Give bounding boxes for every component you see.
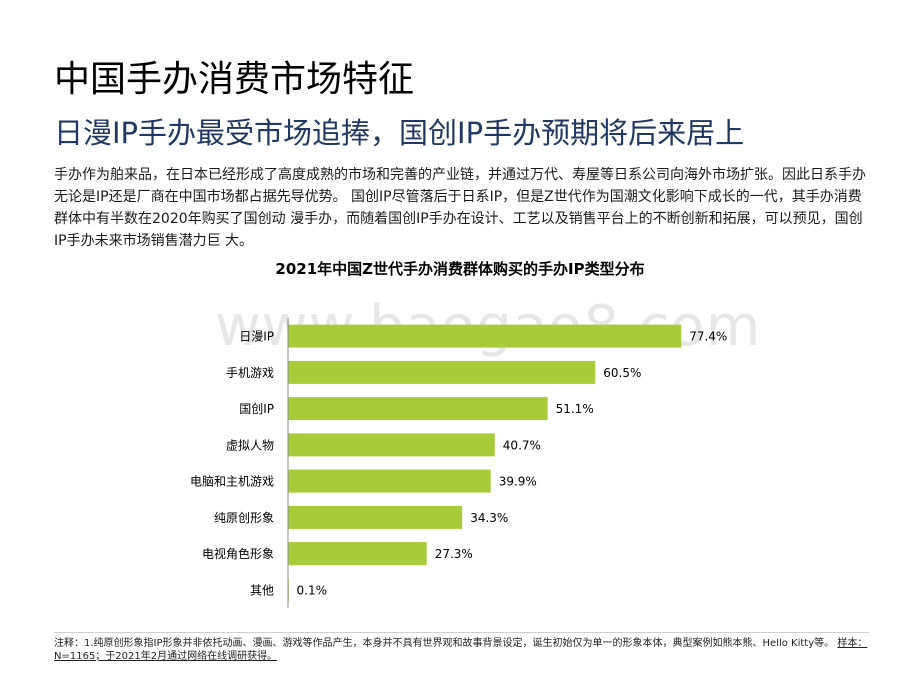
page-title: 中国手办消费市场特征 [54, 59, 415, 100]
bar-0 [288, 324, 682, 348]
bar-2 [288, 397, 548, 421]
category-label: 纯原创形象 [214, 511, 274, 525]
data-label: 39.9% [499, 475, 537, 489]
page-subtitle: 日漫IP手办最受市场追捧，国创IP手办预期将后来居上 [54, 116, 745, 150]
data-label: 27.3% [435, 547, 473, 561]
category-label: 日漫IP [239, 330, 274, 344]
category-label: 虚拟人物 [226, 438, 274, 452]
bar-6 [288, 542, 427, 566]
data-label: 77.4% [689, 330, 727, 344]
category-label: 手机游戏 [226, 366, 274, 380]
category-label: 电脑和主机游戏 [190, 475, 274, 489]
category-label: 国创IP [239, 402, 274, 416]
bar-5 [288, 505, 463, 529]
data-label: 34.3% [470, 511, 508, 525]
data-label: 0.1% [297, 583, 328, 597]
category-label: 其他 [250, 583, 274, 597]
bar-1 [288, 360, 596, 384]
footnote-divider [54, 632, 869, 633]
description-paragraph: 手办作为舶来品，在日本已经形成了高度成熟的市场和完善的产业链，并通过万代、寿屋等… [54, 167, 866, 249]
chart-title: 2021年中国Z世代手办消费群体购买的手办IP类型分布 [275, 260, 645, 278]
bar-chart: 日漫IP 77.4% 手机游戏 60.5% 国创IP 51.1% 虚拟人物 40.7% 电脑和主… [190, 318, 727, 608]
category-label: 电视角色形象 [202, 546, 274, 561]
footnote-note: 注释：1.纯原创形象指IP形象并非依托动画、漫画、游戏等作品产生，本身并不具有世… [54, 638, 838, 649]
data-label: 40.7% [503, 438, 541, 452]
bar-3 [288, 433, 495, 457]
footnote: 注释：1.纯原创形象指IP形象并非依托动画、漫画、游戏等作品产生，本身并不具有世… [54, 637, 869, 663]
bar-4 [288, 469, 491, 493]
data-label: 51.1% [556, 402, 594, 416]
data-label: 60.5% [603, 366, 641, 380]
footnote-sample: 样本：N=1165；于2021年2月通过网络在线调研获得。 [54, 638, 868, 662]
